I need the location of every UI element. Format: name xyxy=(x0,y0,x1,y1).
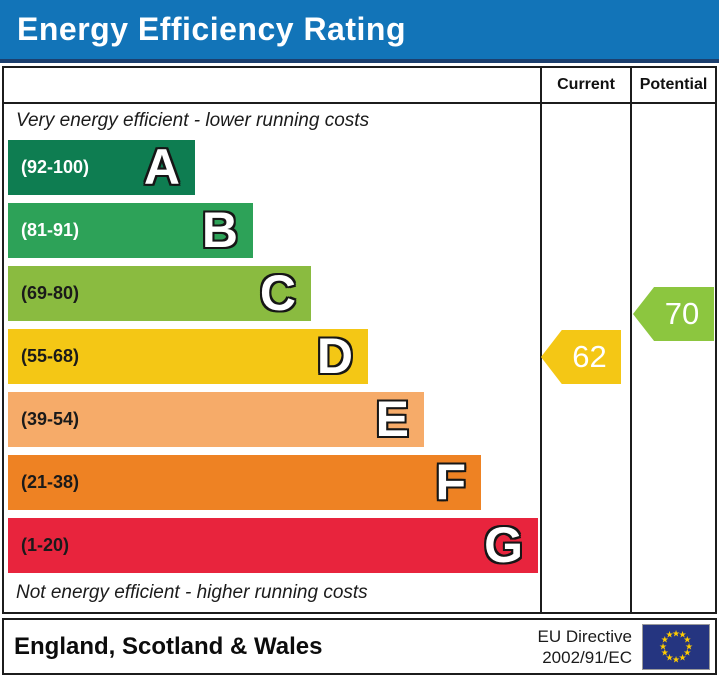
eu-star-icon: ★ xyxy=(658,641,668,651)
band-row-e: (39-54) E xyxy=(8,392,424,447)
band-letter: D xyxy=(316,328,353,384)
band-range-label: (21-38) xyxy=(21,472,80,492)
region-label: England, Scotland & Wales xyxy=(14,632,323,660)
potential-rating-value: 70 xyxy=(664,296,700,331)
title-bar: Energy Efficiency Rating xyxy=(0,0,719,63)
current-rating-arrow: 62 xyxy=(541,330,621,384)
band-range-label: (69-80) xyxy=(21,283,80,303)
eu-star-icon: ★ xyxy=(684,641,694,651)
band-letter: F xyxy=(435,454,466,510)
eu-star-icon: ★ xyxy=(671,628,681,638)
eu-star-icon: ★ xyxy=(683,634,692,645)
eu-star-icon: ★ xyxy=(678,652,687,663)
column-divider-potential xyxy=(630,68,632,612)
eu-star-icon: ★ xyxy=(660,647,669,658)
band-range-label: (92-100) xyxy=(21,157,90,177)
band-row-g: (1-20) G xyxy=(8,518,538,573)
band-letter: A xyxy=(143,139,180,195)
footer-bar: England, Scotland & Wales EU Directive 2… xyxy=(2,618,717,675)
eu-star-icon: ★ xyxy=(665,652,674,663)
band-range-label: (39-54) xyxy=(21,409,80,429)
band-letter: C xyxy=(259,265,296,321)
eu-star-icon: ★ xyxy=(660,634,669,645)
eu-flag-icon: ★ ★ ★ ★ ★ ★ ★ ★ ★ ★ ★ ★ xyxy=(642,623,710,670)
eu-star-icon: ★ xyxy=(678,629,687,640)
band-range-label: (55-68) xyxy=(21,346,80,366)
band-letter: E xyxy=(375,391,409,447)
band-row-a: (92-100) A xyxy=(8,140,195,195)
page-title: Energy Efficiency Rating xyxy=(17,11,406,47)
potential-rating-arrow: 70 xyxy=(633,287,714,341)
column-header-potential: Potential xyxy=(639,76,708,93)
top-note: Very energy efficient - lower running co… xyxy=(16,110,370,131)
band-range-label: (81-91) xyxy=(21,220,80,240)
eu-directive-label: EU Directive 2002/91/EC xyxy=(538,626,632,668)
band-row-b: (81-91) B xyxy=(8,203,253,258)
band-row-d: (55-68) D xyxy=(8,329,368,384)
column-divider-current xyxy=(540,68,542,612)
band-row-c: (69-80) C xyxy=(8,266,311,321)
current-rating-value: 62 xyxy=(572,339,607,374)
bottom-note: Not energy efficient - higher running co… xyxy=(16,582,368,603)
eu-directive-line2: 2002/91/EC xyxy=(542,647,632,667)
eu-star-icon: ★ xyxy=(683,647,692,658)
band-row-f: (21-38) F xyxy=(8,455,481,510)
rating-table: Current Potential Very energy efficient … xyxy=(2,66,717,614)
band-letter: G xyxy=(484,517,523,573)
band-letter: B xyxy=(201,202,238,258)
eu-star-icon: ★ xyxy=(665,629,674,640)
eu-star-icon: ★ xyxy=(671,654,681,664)
band-range-label: (1-20) xyxy=(21,535,70,555)
eu-directive-line1: EU Directive xyxy=(537,626,632,646)
column-header-current: Current xyxy=(557,76,615,93)
header-divider-line xyxy=(4,102,715,104)
